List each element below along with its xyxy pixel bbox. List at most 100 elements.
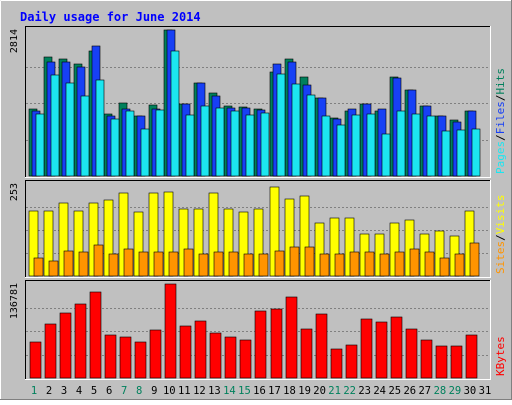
kbytes-bar-kbytes-day-13 (209, 332, 222, 379)
visits-bar-visits-day-25 (389, 222, 400, 277)
visits-bar-sites-day-20 (319, 253, 330, 277)
kbytes-bar-kbytes-day-10 (164, 283, 177, 379)
kbytes-bar-kbytes-day-4 (74, 303, 87, 379)
visits-bar-visits-day-12 (193, 208, 204, 277)
kbytes-legend-kbytes: KBytes (494, 336, 507, 376)
hits-bar-pages-day-23 (366, 113, 376, 177)
hits-bar-pages-day-20 (321, 115, 331, 177)
hits-bar-pages-day-13 (215, 107, 225, 177)
hits-bar-pages-day-29 (456, 129, 466, 177)
visits-bar-visits-day-17 (269, 186, 280, 277)
hits-bar-pages-day-28 (441, 130, 451, 177)
hits-bar-pages-day-7 (125, 110, 135, 177)
day-label-14: 14 (223, 385, 236, 397)
hits-bar-pages-day-21 (336, 124, 346, 177)
visits-bar-visits-day-19 (299, 195, 310, 277)
visits-bar-visits-day-21 (329, 217, 340, 277)
hits-bar-pages-day-14 (230, 110, 240, 177)
kbytes-bar-kbytes-day-30 (465, 334, 478, 379)
hits-max-label: 2814 (9, 29, 20, 53)
visits-legend-visits: Visits (494, 195, 507, 235)
day-label-16: 16 (253, 385, 266, 397)
visits-bar-sites-day-14 (228, 251, 239, 277)
visits-bar-sites-day-30 (469, 242, 480, 277)
kbytes-bar-kbytes-day-2 (44, 323, 57, 379)
visits-bar-visits-day-16 (253, 208, 264, 277)
visits-bar-visits-day-20 (314, 222, 325, 277)
kbytes-bar-kbytes-day-17 (270, 308, 283, 379)
hits-bar-pages-day-4 (80, 95, 90, 177)
day-label-25: 25 (388, 385, 401, 397)
day-label-8: 8 (136, 385, 142, 397)
kbytes-bar-kbytes-day-28 (435, 345, 448, 379)
visits-bar-sites-day-12 (198, 253, 209, 277)
visits-bar-visits-day-7 (118, 192, 129, 277)
hits-bar-pages-day-3 (65, 82, 75, 177)
day-label-23: 23 (358, 385, 371, 397)
kbytes-bar-kbytes-day-8 (134, 341, 147, 379)
kbytes-bar-kbytes-day-18 (285, 296, 298, 379)
visits-bar-sites-day-13 (213, 251, 224, 277)
visits-bar-sites-day-21 (334, 253, 345, 277)
visits-bar-visits-day-8 (133, 211, 144, 277)
visits-bar-sites-day-29 (454, 253, 465, 277)
hits-bar-pages-day-11 (185, 114, 195, 177)
visits-bar-sites-day-3 (63, 250, 74, 277)
day-label-2: 2 (46, 385, 52, 397)
day-label-3: 3 (61, 385, 67, 397)
day-label-26: 26 (403, 385, 416, 397)
hits-bar-pages-day-17 (276, 73, 286, 177)
visits-bar-visits-day-14 (223, 208, 234, 277)
kbytes-bar-kbytes-day-27 (420, 339, 433, 379)
hits-bar-pages-day-16 (260, 112, 270, 177)
day-label-1: 1 (31, 385, 37, 397)
visits-bar-sites-day-10 (168, 251, 179, 277)
day-label-28: 28 (434, 385, 447, 397)
kbytes-bar-kbytes-day-19 (300, 328, 313, 379)
day-label-10: 10 (163, 385, 176, 397)
visits-bar-sites-day-18 (289, 246, 300, 277)
day-label-4: 4 (76, 385, 82, 397)
visits-bar-visits-day-2 (43, 210, 54, 277)
day-label-6: 6 (106, 385, 112, 397)
hits-bar-pages-day-26 (411, 113, 421, 177)
kbytes-bar-kbytes-day-22 (345, 344, 358, 379)
day-label-9: 9 (151, 385, 157, 397)
kbytes-bar-kbytes-day-15 (239, 339, 252, 379)
chart-title: Daily usage for June 2014 (20, 10, 201, 24)
day-label-11: 11 (178, 385, 191, 397)
visits-bar-visits-day-10 (163, 191, 174, 277)
visits-legend: Sites/Visits (494, 195, 507, 275)
kbytes-bar-kbytes-day-14 (224, 336, 237, 379)
hits-panel: 2814 Pages/Files/Hits (9, 26, 507, 178)
hits-bar-pages-day-30 (471, 128, 481, 177)
visits-bar-visits-day-28 (434, 230, 445, 277)
day-label-21: 21 (328, 385, 341, 397)
hits-bar-pages-day-18 (291, 83, 301, 177)
visits-panel: 253 Sites/Visits (9, 180, 507, 278)
visits-bar-sites-day-22 (349, 251, 360, 277)
kbytes-bar-kbytes-day-5 (89, 291, 102, 379)
hits-legend-files: Files (494, 101, 507, 134)
kbytes-bar-kbytes-day-29 (450, 345, 463, 379)
kbytes-max-label: 136781 (9, 283, 20, 319)
kbytes-bar-kbytes-day-26 (405, 328, 418, 379)
visits-bar-sites-day-17 (274, 250, 285, 277)
visits-bar-sites-day-6 (108, 253, 119, 277)
day-label-29: 29 (449, 385, 462, 397)
day-label-18: 18 (283, 385, 296, 397)
hits-bar-pages-day-6 (110, 118, 120, 177)
kbytes-bar-kbytes-day-3 (59, 312, 72, 379)
visits-bar-sites-day-23 (364, 251, 375, 277)
visits-bar-visits-day-9 (148, 192, 159, 277)
hits-bar-pages-day-15 (245, 114, 255, 177)
day-label-12: 12 (193, 385, 206, 397)
hits-bar-pages-day-1 (35, 113, 45, 177)
visits-bar-sites-day-24 (379, 253, 390, 277)
visits-bar-sites-day-9 (153, 251, 164, 277)
hits-legend-hits: Hits (494, 68, 507, 95)
hits-legend: Pages/Files/Hits (494, 68, 507, 174)
day-label-31: 31 (479, 385, 492, 397)
day-label-20: 20 (313, 385, 326, 397)
